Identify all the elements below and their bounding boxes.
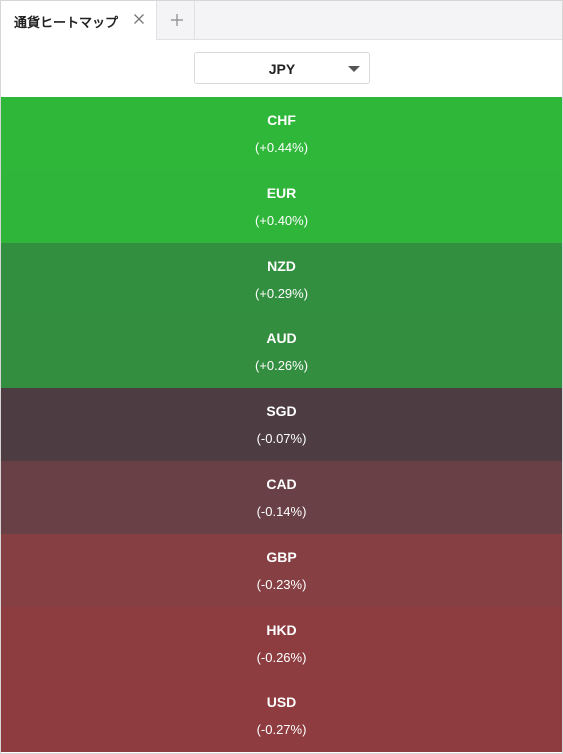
heatmap-cell-eur[interactable]: EUR (+0.40%) [1,169,562,243]
plus-icon [171,14,183,26]
currency-change: (+0.29%) [254,285,309,301]
heatmap-cell-aud[interactable]: AUD (+0.26%) [1,315,562,389]
currency-code: USD [266,694,297,711]
base-currency-value: JPY [268,61,296,77]
heatmap-cell-sgd[interactable]: SGD (-0.07%) [1,388,562,461]
currency-change: (-0.23%) [256,576,307,592]
heatmap-cell-usd[interactable]: USD (-0.27%) [1,679,562,753]
currency-change: (-0.14%) [256,503,307,519]
heatmap-cell-gbp[interactable]: GBP (-0.23%) [1,533,562,607]
currency-code: AUD [266,330,297,347]
currency-change: (-0.27%) [256,722,307,738]
currency-code: NZD [267,257,296,274]
heatmap-cell-chf[interactable]: CHF (+0.44%) [1,97,562,170]
currency-code: CAD [266,475,297,492]
tab-bar: 通貨ヒートマップ [1,1,562,40]
currency-code: GBP [266,548,297,565]
add-tab-button[interactable] [158,1,195,39]
currency-code: HKD [266,621,297,638]
currency-heatmap: CHF (+0.44%) EUR (+0.40%) NZD (+0.29%) AUD (+0.… [1,97,562,753]
currency-change: (+0.44%) [254,140,309,155]
currency-code: SGD [266,403,297,420]
currency-change: (-0.26%) [256,649,307,665]
tab-currency-heatmap[interactable]: 通貨ヒートマップ [1,1,157,40]
heatmap-cell-hkd[interactable]: HKD (-0.26%) [1,606,562,680]
heatmap-cell-nzd[interactable]: NZD (+0.29%) [1,242,562,316]
currency-code: EUR [266,184,297,201]
currency-change: (+0.26%) [254,358,309,374]
toolbar: JPY [1,40,562,97]
heatmap-cell-cad[interactable]: CAD (-0.14%) [1,460,562,534]
currency-change: (-0.07%) [256,431,307,447]
chevron-down-icon [348,66,360,72]
close-icon[interactable] [131,11,147,27]
tab-label: 通貨ヒートマップ [14,15,119,30]
currency-change: (+0.40%) [254,212,309,228]
base-currency-select[interactable]: JPY [194,52,370,84]
currency-code: CHF [267,112,296,128]
